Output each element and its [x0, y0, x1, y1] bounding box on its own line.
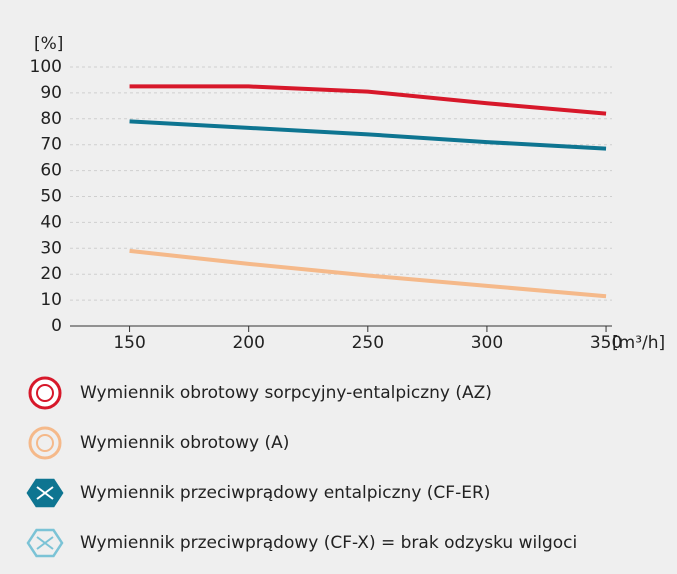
y-tick-label: 30 — [40, 238, 62, 258]
legend-icon-inner — [36, 434, 54, 452]
y-axis-label: [%] — [34, 34, 63, 54]
y-tick-label: 40 — [40, 212, 62, 232]
legend-label: Wymiennik przeciwprądowy entalpiczny (CF… — [80, 483, 490, 503]
y-tick-label: 60 — [40, 161, 62, 181]
legend-icon — [28, 426, 62, 460]
legend-icon-cross — [36, 536, 54, 550]
y-tick-label: 80 — [40, 109, 62, 129]
legend-icon — [28, 376, 62, 410]
y-tick-label: 100 — [30, 57, 62, 77]
y-tick-label: 20 — [40, 264, 62, 284]
legend-icon-cross — [36, 486, 54, 500]
x-tick-label: 300 — [471, 333, 503, 353]
x-axis-label: [m³/h] — [612, 333, 665, 353]
series-line — [129, 248, 607, 299]
y-tick-label: 10 — [40, 290, 62, 310]
legend-label: Wymiennik przeciwprądowy (CF-X) = brak o… — [80, 533, 577, 553]
y-tick-label: 0 — [51, 316, 62, 336]
y-tick-label: 70 — [40, 135, 62, 155]
legend-label: Wymiennik obrotowy (A) — [80, 433, 289, 453]
x-tick-label: 150 — [113, 333, 145, 353]
x-tick-label: 200 — [232, 333, 264, 353]
x-tick-label: 250 — [352, 333, 384, 353]
series-line — [129, 84, 607, 116]
y-tick-label: 90 — [40, 83, 62, 103]
y-tick-label: 50 — [40, 187, 62, 207]
x-tick-label: 350 — [590, 333, 622, 353]
legend-label: Wymiennik obrotowy sorpcyjny-entalpiczny… — [80, 383, 492, 403]
legend-icon — [26, 528, 64, 558]
series-line — [129, 119, 607, 151]
legend-icon-inner — [36, 384, 54, 402]
